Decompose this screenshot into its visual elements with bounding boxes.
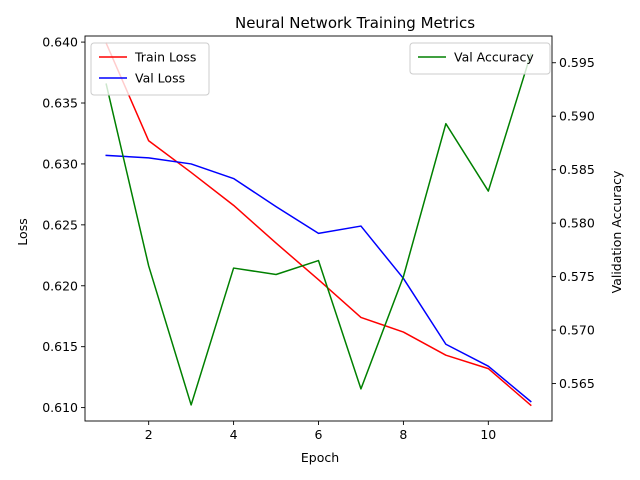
plot-area: 2 4 6 8 10 0.610 0.615 0.620 0.625 0.630 0.635 0.64… — [42, 35, 595, 442]
legend-label: Train Loss — [134, 50, 196, 65]
y-tick-label: 0.620 — [42, 278, 78, 293]
chart-title: Neural Network Training Metrics — [235, 14, 475, 32]
y2-tick-label: 0.565 — [559, 376, 595, 391]
y2-tick-label: 0.580 — [559, 216, 595, 231]
y-tick-label: 0.615 — [42, 339, 78, 354]
y-tick-label: 0.625 — [42, 217, 78, 232]
y-tick-label: 0.635 — [42, 96, 78, 111]
series-line-val-loss — [105, 154, 532, 403]
y2-axis-title: Validation Accuracy — [609, 170, 624, 293]
legend-box — [409, 42, 551, 75]
legend-box — [90, 42, 210, 96]
legend-left: Train Loss Val Loss — [90, 42, 210, 96]
legend-label: Val Loss — [135, 71, 185, 86]
x-tick-label: 6 — [315, 427, 323, 442]
y2-tick-label: 0.595 — [559, 55, 595, 70]
y-tick-label: 0.610 — [42, 400, 78, 415]
legend-right: Val Accuracy — [409, 42, 551, 75]
x-tick-label: 4 — [230, 427, 238, 442]
x-axis-title: Epoch — [301, 450, 339, 465]
y-axis-title: Loss — [15, 218, 30, 245]
y2-tick-label: 0.590 — [559, 109, 595, 124]
series-line-val-accuracy — [105, 53, 532, 406]
y2-tick-label: 0.585 — [559, 162, 595, 177]
y-tick-label: 0.640 — [42, 35, 78, 50]
y2-tick-label: 0.570 — [559, 323, 595, 338]
y2-tick-label: 0.575 — [559, 269, 595, 284]
y-tick-label: 0.630 — [42, 156, 78, 171]
x-tick-label: 10 — [480, 427, 496, 442]
legend-label: Val Accuracy — [454, 50, 534, 65]
x-tick-label: 2 — [145, 427, 153, 442]
x-tick-label: 8 — [399, 427, 407, 442]
